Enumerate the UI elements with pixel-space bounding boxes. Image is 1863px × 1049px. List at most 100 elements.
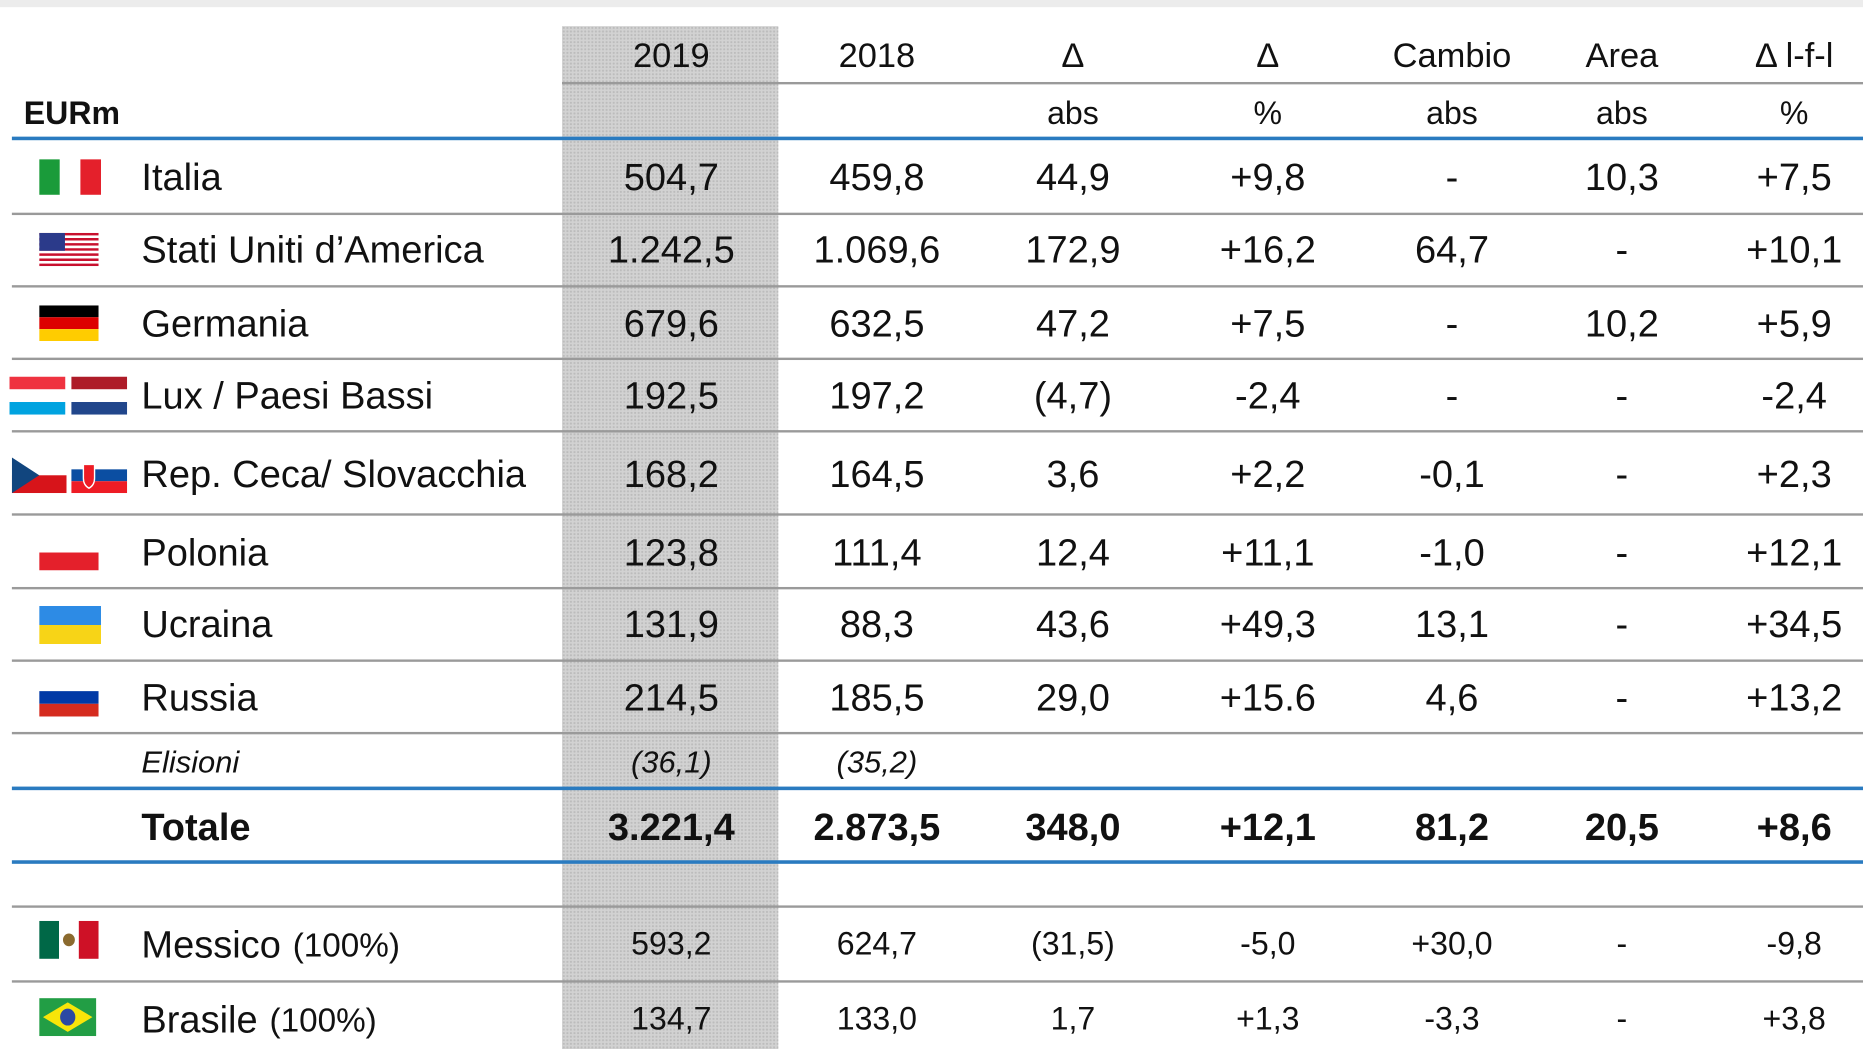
cell-value: 64,7 bbox=[1414, 228, 1489, 271]
cell-value: - bbox=[1615, 602, 1629, 646]
column-subheader: abs bbox=[1426, 95, 1478, 132]
flag-icon bbox=[39, 998, 97, 1037]
cell-value: +15.6 bbox=[1219, 676, 1316, 719]
cell-value: +5,9 bbox=[1756, 301, 1832, 345]
row-rule bbox=[562, 81, 1863, 85]
total-value: 81,2 bbox=[1414, 805, 1489, 849]
country-name: Messico bbox=[141, 923, 281, 967]
column-subheader: abs bbox=[1596, 95, 1648, 132]
flag-icon bbox=[39, 305, 99, 342]
total-label: Totale bbox=[141, 805, 251, 849]
cell-value: +49,3 bbox=[1219, 602, 1316, 646]
cell-value: (4,7) bbox=[1033, 374, 1113, 418]
cell-value: 88,3 bbox=[839, 602, 914, 646]
country-note: (100%) bbox=[292, 926, 400, 964]
highlight-column bbox=[562, 26, 779, 1049]
country-name: Italia bbox=[141, 155, 222, 199]
cell-value: +10,1 bbox=[1746, 228, 1843, 271]
column-header: Cambio bbox=[1392, 37, 1512, 76]
country-name: Brasile bbox=[141, 998, 258, 1041]
cell-value: - bbox=[1615, 374, 1629, 418]
cell-value: 43,6 bbox=[1035, 602, 1110, 646]
row-rule bbox=[11, 285, 1863, 288]
cell-value: 624,7 bbox=[836, 926, 918, 962]
cell-value: - bbox=[1445, 374, 1459, 418]
country-name: Stati Uniti d’America bbox=[141, 228, 484, 271]
cell-value: +7,5 bbox=[1230, 301, 1306, 345]
cell-value: 29,0 bbox=[1035, 676, 1110, 719]
country-name: Russia bbox=[141, 676, 258, 719]
cell-value: 1.242,5 bbox=[607, 228, 735, 271]
cell-value: 12,4 bbox=[1035, 531, 1110, 574]
cell-value: -3,3 bbox=[1424, 1001, 1480, 1037]
cell-value: - bbox=[1615, 452, 1629, 496]
cell-value: 134,7 bbox=[631, 1001, 712, 1037]
cell-value: 3,6 bbox=[1046, 452, 1100, 496]
column-header: Area bbox=[1585, 37, 1659, 76]
cell-value: +2,3 bbox=[1756, 452, 1832, 496]
cell-value: (31,5) bbox=[1031, 926, 1115, 962]
cell-value: 214,5 bbox=[623, 676, 719, 719]
cell-value: 44,9 bbox=[1035, 155, 1110, 199]
flag-icon bbox=[39, 534, 99, 571]
total-value: +8,6 bbox=[1756, 805, 1832, 849]
cell-value: -9,8 bbox=[1766, 926, 1822, 962]
cell-value: - bbox=[1616, 1001, 1628, 1037]
column-header: Δ bbox=[1256, 37, 1280, 76]
cell-value: -5,0 bbox=[1240, 926, 1296, 962]
column-header: 2018 bbox=[838, 37, 916, 76]
column-header: 2019 bbox=[633, 37, 710, 76]
row-rule bbox=[11, 212, 1863, 216]
flag-icon bbox=[39, 920, 99, 959]
cell-value: (35,2) bbox=[836, 743, 918, 780]
cell-value: +7,5 bbox=[1756, 155, 1832, 199]
blue-rule bbox=[11, 860, 1863, 864]
cell-value: - bbox=[1616, 926, 1628, 962]
row-rule bbox=[11, 731, 1863, 735]
flag-icon bbox=[9, 376, 66, 415]
country-note: (100%) bbox=[269, 1001, 377, 1039]
cell-value: - bbox=[1615, 228, 1629, 271]
cell-value: +30,0 bbox=[1411, 926, 1493, 962]
cell-value: 459,8 bbox=[829, 155, 925, 199]
flag-icon bbox=[71, 457, 128, 494]
cell-value: 185,5 bbox=[829, 676, 925, 719]
cell-value: 111,4 bbox=[832, 531, 922, 574]
column-subheader: abs bbox=[1047, 95, 1099, 132]
row-rule bbox=[11, 586, 1863, 590]
country-name: Ucraina bbox=[141, 602, 273, 646]
total-value: 2.873,5 bbox=[813, 805, 941, 849]
total-value: +12,1 bbox=[1219, 805, 1316, 849]
blue-rule bbox=[11, 786, 1863, 791]
column-subheader: % bbox=[1779, 95, 1809, 132]
cell-value: - bbox=[1615, 531, 1629, 574]
country-name: Lux / Paesi Bassi bbox=[141, 374, 434, 418]
cell-value: - bbox=[1445, 155, 1459, 199]
cell-value: -2,4 bbox=[1761, 374, 1827, 418]
total-value: 20,5 bbox=[1584, 805, 1659, 849]
blue-rule bbox=[11, 136, 1863, 141]
flag-icon bbox=[39, 605, 101, 645]
country-name: Germania bbox=[141, 301, 309, 345]
flag-icon bbox=[71, 376, 128, 415]
flag-icon bbox=[39, 232, 99, 267]
total-value: 348,0 bbox=[1025, 805, 1121, 849]
cell-value: 131,9 bbox=[623, 602, 719, 646]
cell-value: 504,7 bbox=[623, 155, 719, 199]
cell-value: 10,3 bbox=[1584, 155, 1659, 199]
cell-value: 1.069,6 bbox=[813, 228, 941, 271]
cell-value: +34,5 bbox=[1746, 602, 1843, 646]
cell-value: 4,6 bbox=[1425, 676, 1479, 719]
cell-value: 192,5 bbox=[623, 374, 719, 418]
cell-value: - bbox=[1445, 301, 1459, 345]
column-header: Δ l-f-l bbox=[1754, 37, 1834, 76]
top-strip bbox=[0, 0, 1863, 8]
row-rule bbox=[11, 430, 1863, 433]
cell-value: 133,0 bbox=[836, 1001, 918, 1037]
cell-value: 172,9 bbox=[1025, 228, 1121, 271]
row-rule bbox=[11, 905, 1863, 908]
total-value: 3.221,4 bbox=[607, 805, 735, 849]
cell-value: +1,3 bbox=[1236, 1001, 1300, 1037]
cell-value: -1,0 bbox=[1419, 531, 1485, 574]
